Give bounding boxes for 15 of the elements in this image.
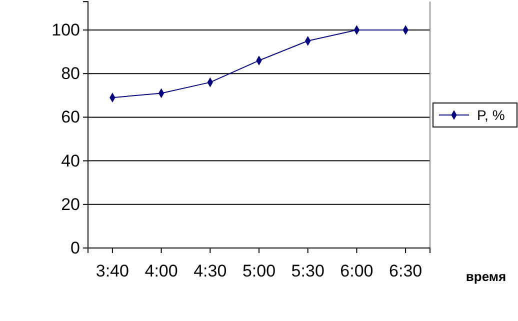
y-tick-label: 0 <box>70 238 80 258</box>
x-tick-label: 3:40 <box>96 261 129 280</box>
x-axis-title: время <box>466 269 506 284</box>
x-tick-label: 4:00 <box>144 261 178 280</box>
y-tick-label: 100 <box>52 20 80 40</box>
y-tick-label: 20 <box>61 194 80 214</box>
x-tick-label: 6:30 <box>389 261 422 280</box>
y-tick-label: 60 <box>61 108 80 127</box>
x-tick-label: 6:00 <box>340 261 374 280</box>
x-tick-label: 4:30 <box>194 261 227 280</box>
y-tick-label: 80 <box>61 64 80 84</box>
legend-label: P, % <box>477 107 505 123</box>
y-tick-label: 40 <box>61 151 80 170</box>
x-tick-label: 5:00 <box>242 261 276 280</box>
x-tick-label: 5:30 <box>291 261 324 280</box>
